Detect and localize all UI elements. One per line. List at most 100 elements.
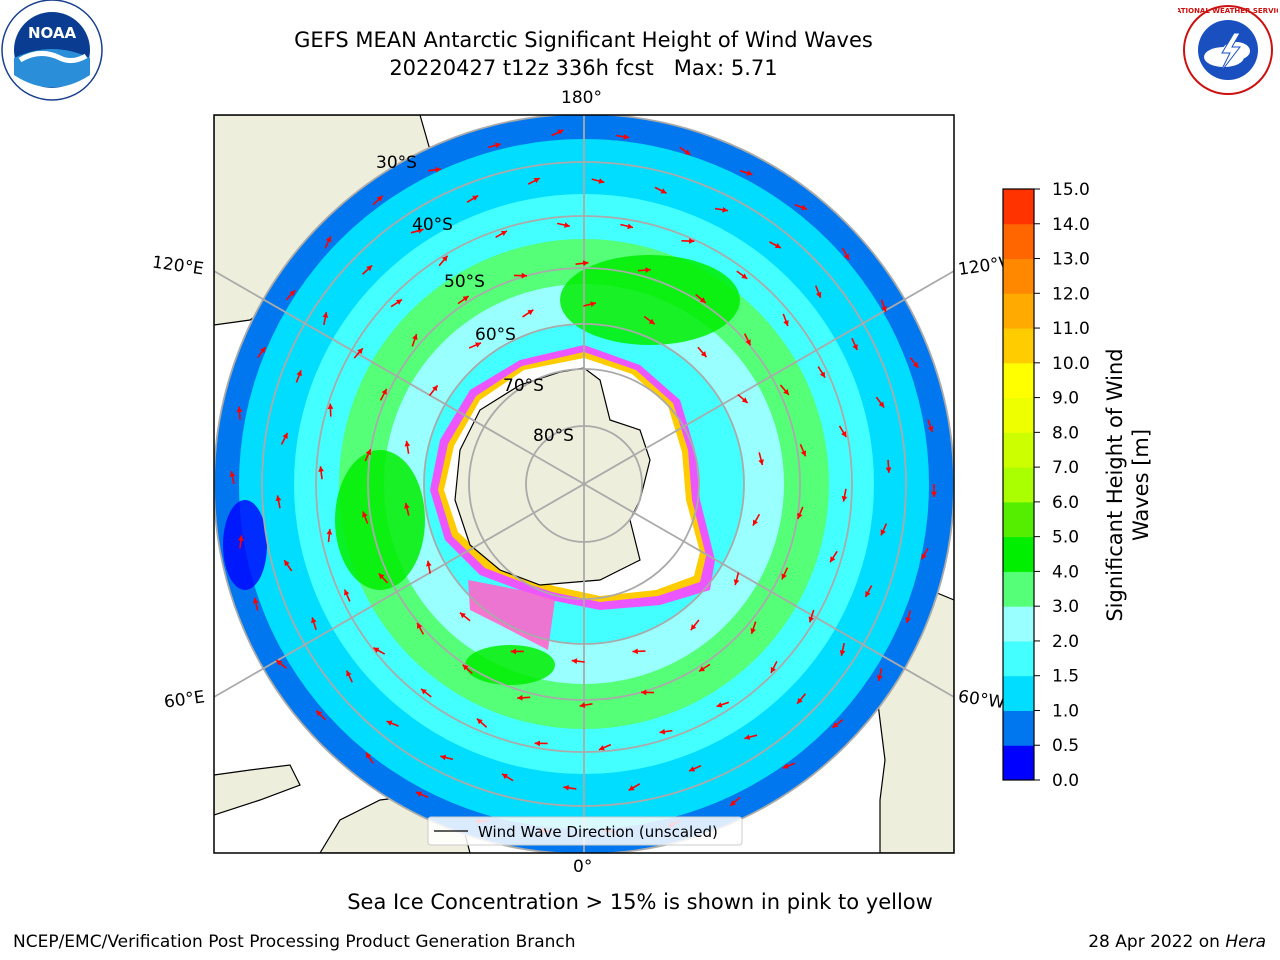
- wave-direction-arrowhead: [931, 491, 937, 497]
- wave-direction-arrowhead: [598, 745, 605, 751]
- legend-label: Wind Wave Direction (unscaled): [478, 823, 718, 841]
- wave-direction-arrowhead: [770, 666, 776, 673]
- wave-direction-arrowhead: [521, 272, 527, 279]
- wave-direction-arrowhead: [420, 688, 427, 695]
- wave-direction-arrowhead: [689, 766, 696, 772]
- wave-direction-arrowhead: [689, 238, 695, 244]
- wave-direction-arrowhead: [475, 342, 482, 348]
- wave-direction-arrowhead: [527, 309, 534, 316]
- wave-direction-arrowhead: [782, 763, 789, 769]
- wave-direction-arrowhead: [236, 406, 243, 413]
- wave-direction-arrowhead: [472, 195, 479, 201]
- map-legend: Wind Wave Direction (unscaled): [427, 816, 743, 846]
- colorbar-segment: [1003, 397, 1034, 433]
- wave-direction-arrowhead: [598, 178, 605, 184]
- noaa-logo-text: NOAA: [28, 24, 77, 42]
- colorbar-tick-label: 1.5: [1052, 667, 1079, 687]
- colorbar-tick-label: 13.0: [1052, 250, 1090, 270]
- wave-direction-arrowhead: [462, 664, 469, 671]
- wave-direction-arrowhead: [366, 752, 372, 759]
- noaa-logo: NOAA: [1, 0, 103, 101]
- wave-direction-arrowhead: [781, 573, 787, 580]
- wave-direction-arrowhead: [716, 702, 723, 708]
- wave-direction-arrowhead: [843, 253, 849, 260]
- wave-direction-arrowhead: [395, 299, 402, 305]
- wave-direction-arrowhead: [881, 306, 887, 313]
- wave-direction-arrowhead: [494, 142, 501, 149]
- wave-direction-arrowhead: [322, 312, 329, 318]
- wave-direction-arrowhead: [563, 784, 570, 791]
- wave-direction-arrowhead: [416, 791, 423, 797]
- wave-direction-arrowhead: [425, 560, 432, 567]
- chart-subtitle: 20220427 t12z 336h fcst Max: 5.71: [389, 56, 778, 80]
- nws-logo: NATIONAL WEATHER SERVICE: [1178, 5, 1278, 95]
- colorbar-tick-label: 6.0: [1052, 493, 1079, 513]
- colorbar-segment: [1003, 745, 1034, 781]
- colorbar-segment: [1003, 606, 1034, 642]
- wave-direction-arrowhead: [730, 800, 736, 806]
- lon-label-0: 0°: [573, 857, 593, 877]
- wave-direction-arrowhead: [699, 297, 706, 303]
- wave-direction-arrowhead: [346, 670, 352, 677]
- wave-direction-arrowhead: [927, 426, 934, 432]
- colorbar-tick-label: 14.0: [1052, 215, 1090, 235]
- colorbar-segment: [1003, 640, 1034, 677]
- colorbar-segment: [1003, 467, 1034, 503]
- africa-land: [214, 764, 301, 816]
- wave-direction-arrowhead: [366, 265, 373, 272]
- wave-direction-arrowhead: [229, 471, 236, 478]
- wave-direction-arrowhead: [344, 589, 350, 596]
- wave-direction-arrowhead: [501, 773, 508, 780]
- wind-wave-arrows: [229, 129, 937, 834]
- colorbar-segment: [1003, 362, 1034, 399]
- wave-direction-arrowhead: [700, 351, 707, 358]
- wave-direction-arrowhead: [238, 535, 244, 541]
- wave-direction-arrowhead: [357, 348, 363, 355]
- wave-direction-arrowhead: [912, 361, 919, 368]
- colorbar-tick-label: 7.0: [1052, 458, 1079, 478]
- wave-direction-arrowhead: [841, 495, 848, 502]
- wave-direction-arrowhead: [783, 320, 789, 327]
- lat-label-80s: 80°S: [533, 426, 574, 446]
- chart-title: GEFS MEAN Antarctic Significant Height o…: [294, 28, 873, 52]
- wave-direction-arrowhead: [832, 722, 839, 728]
- wave-direction-arrowhead: [462, 296, 469, 302]
- wave-direction-arrowhead: [376, 195, 383, 202]
- wave-direction-arrowhead: [284, 560, 290, 567]
- wave-direction-arrowhead: [259, 347, 266, 354]
- wave-patch-low: [223, 500, 267, 590]
- wave-direction-arrowhead: [327, 403, 334, 410]
- colorbar-tick-label: 0.5: [1052, 736, 1079, 756]
- wave-direction-arrowhead: [459, 612, 466, 619]
- wave-direction-arrowhead: [733, 579, 740, 586]
- wave-patch-south: [465, 645, 555, 685]
- colorbar-segment: [1003, 501, 1034, 538]
- wave-direction-arrowhead: [517, 694, 523, 701]
- wave-direction-arrowhead: [841, 431, 847, 438]
- wave-direction-arrowhead: [921, 553, 927, 560]
- wave-patch-pacific: [560, 255, 740, 345]
- wave-direction-arrowhead: [289, 290, 296, 296]
- wave-direction-arrowhead: [311, 617, 317, 624]
- colorbar-tick-label: 0.0: [1052, 771, 1079, 791]
- colorbar-tick-label: 10.0: [1052, 354, 1090, 374]
- wave-direction-arrowhead: [627, 223, 634, 230]
- colorbar-segment: [1003, 293, 1034, 329]
- wave-direction-arrowhead: [839, 650, 846, 656]
- wave-direction-arrowhead: [752, 519, 759, 526]
- wave-direction-arrowhead: [722, 206, 728, 213]
- wave-direction-arrowhead: [362, 511, 368, 518]
- wave-direction-arrowhead: [571, 658, 578, 665]
- wave-patch-indian: [335, 450, 425, 590]
- wave-direction-arrowhead: [316, 710, 322, 717]
- colorbar-tick-label: 11.0: [1052, 319, 1090, 339]
- wave-direction-arrowhead: [275, 495, 282, 502]
- colorbar-segment: [1003, 675, 1034, 711]
- colorbar-tick-label: 15.0: [1052, 180, 1090, 200]
- wave-direction-arrowhead: [252, 597, 259, 604]
- wave-direction-arrowhead: [880, 529, 886, 536]
- colorbar-tick-label: 5.0: [1052, 528, 1079, 548]
- wave-direction-arrowhead: [381, 388, 387, 395]
- wave-direction-arrowhead: [905, 617, 911, 623]
- wave-direction-arrowhead: [510, 648, 516, 655]
